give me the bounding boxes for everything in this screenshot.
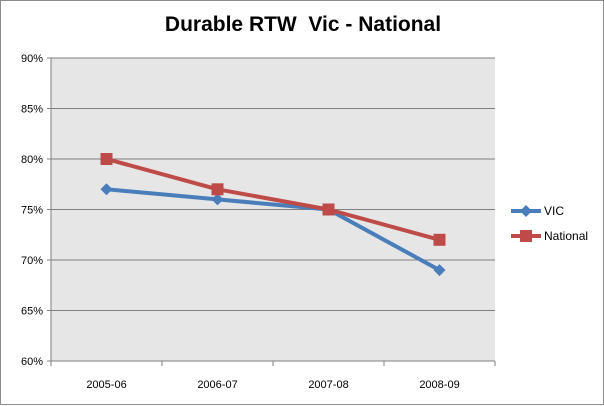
y-tick-label: 65% xyxy=(21,306,43,318)
data-point xyxy=(433,264,446,277)
legend-marker xyxy=(520,205,532,217)
data-point xyxy=(433,233,446,246)
data-point xyxy=(211,183,224,196)
legend-marker xyxy=(520,230,532,242)
x-tick-label: 2008-09 xyxy=(419,379,459,391)
chart-title: Durable RTW Vic - National xyxy=(164,13,442,36)
data-point xyxy=(211,193,224,206)
y-tick-label: 80% xyxy=(21,154,43,166)
data-point xyxy=(100,153,113,165)
data-point xyxy=(100,183,113,196)
x-tick-label: 2005-06 xyxy=(86,379,126,391)
y-tick-label: 60% xyxy=(21,356,43,368)
y-tick-label: 75% xyxy=(21,205,43,217)
x-tick-label: 2007-08 xyxy=(308,379,348,391)
data-point xyxy=(322,203,335,216)
series-line xyxy=(106,187,441,272)
y-tick-label: 90% xyxy=(21,53,43,65)
y-tick-label: 85% xyxy=(21,104,43,116)
series-line xyxy=(105,157,441,242)
legend-label: VIC xyxy=(544,204,564,218)
legend-label: National xyxy=(544,229,588,243)
y-tick-label: 70% xyxy=(21,255,43,267)
x-tick-label: 2006-07 xyxy=(197,379,237,391)
